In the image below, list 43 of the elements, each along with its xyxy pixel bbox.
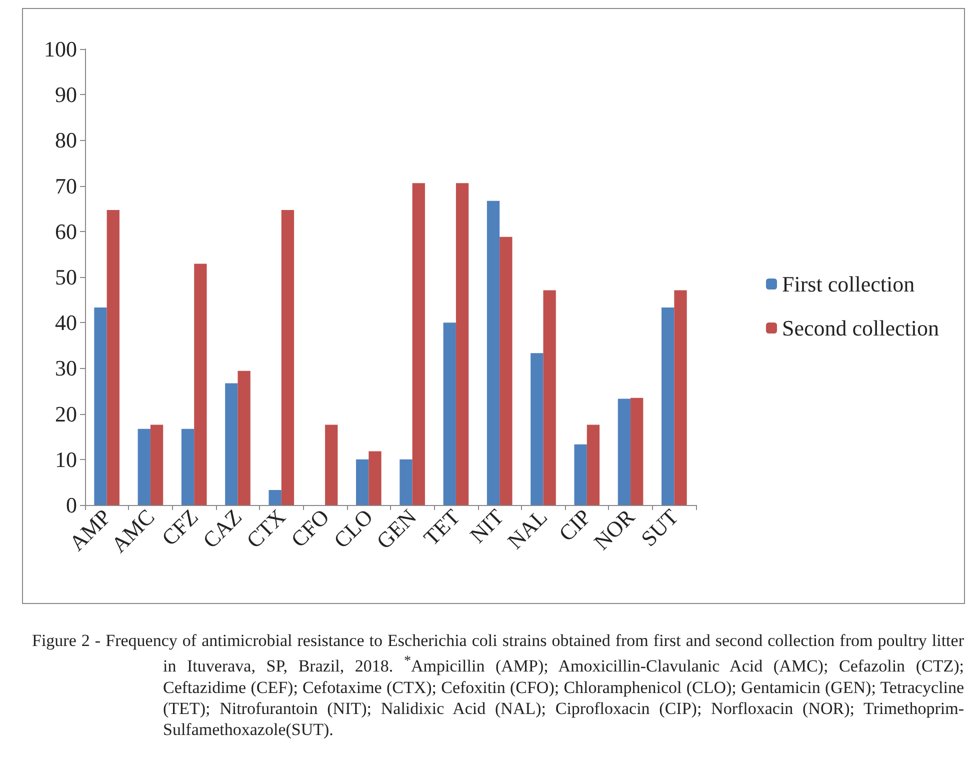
bar (586, 424, 600, 505)
y-tick-label: 40 (55, 310, 77, 336)
bar (181, 428, 194, 505)
bar (500, 236, 512, 505)
bar (356, 459, 369, 505)
bar (618, 398, 631, 505)
x-tick-label: TET (418, 504, 466, 550)
bar (674, 290, 687, 505)
bar (400, 459, 412, 505)
bar (412, 183, 425, 505)
bar (662, 308, 674, 505)
bar (543, 290, 556, 505)
bar (150, 424, 164, 505)
y-tick-label: 50 (55, 264, 77, 290)
y-tick-label: 10 (55, 446, 77, 472)
legend-label: First collection (782, 272, 915, 296)
bar (630, 398, 644, 505)
y-tick-label: 0 (66, 492, 77, 518)
y-tick-label: 80 (55, 128, 77, 153)
bar (281, 210, 294, 505)
y-tick-label: 30 (55, 356, 77, 381)
y-tick-label: 90 (55, 82, 77, 108)
legend-label: Second collection (782, 316, 940, 340)
bar (106, 210, 120, 505)
bar (486, 200, 500, 505)
bar (456, 183, 469, 505)
caption: Figure 2 - Frequency of antimicrobial resistance to Escherichia coli strains obtained from first and second collection from poultry litter in Ituverava, SP, Brazil, 2018. $^{*}$Ampicillin (AMP); Amoxicillin-Clavulanic Acid (AMC); Cefazolin (CTZ); Ceftazidime (CEF); Cefotaxime (CTX); Cefoxitin (CFO); Chloramphenicol (CLO); Gentamicin (GEN); Tetracycline (TET); Nitrofurantoin (NIT); Nalidixic Acid (NAL); Ciprofloxacin (CIP); Norfloxacin (NOR); Trimethoprim-Sulfamethoxazole(SUT). (32, 630, 964, 740)
y-tick-label: 60 (55, 218, 77, 244)
bar (530, 353, 544, 505)
bar (368, 451, 382, 505)
y-tick-label: 100 (44, 36, 77, 62)
bar (443, 322, 456, 505)
bar (194, 264, 207, 505)
bar (238, 370, 250, 505)
bar (268, 490, 282, 505)
y-tick-label: 20 (55, 401, 77, 426)
bar (574, 444, 587, 505)
bar (325, 424, 338, 505)
bar (94, 308, 107, 505)
bar (225, 383, 238, 505)
x-tick-label: NIT (464, 504, 509, 548)
y-tick-label: 70 (55, 173, 77, 198)
bar (138, 428, 150, 505)
